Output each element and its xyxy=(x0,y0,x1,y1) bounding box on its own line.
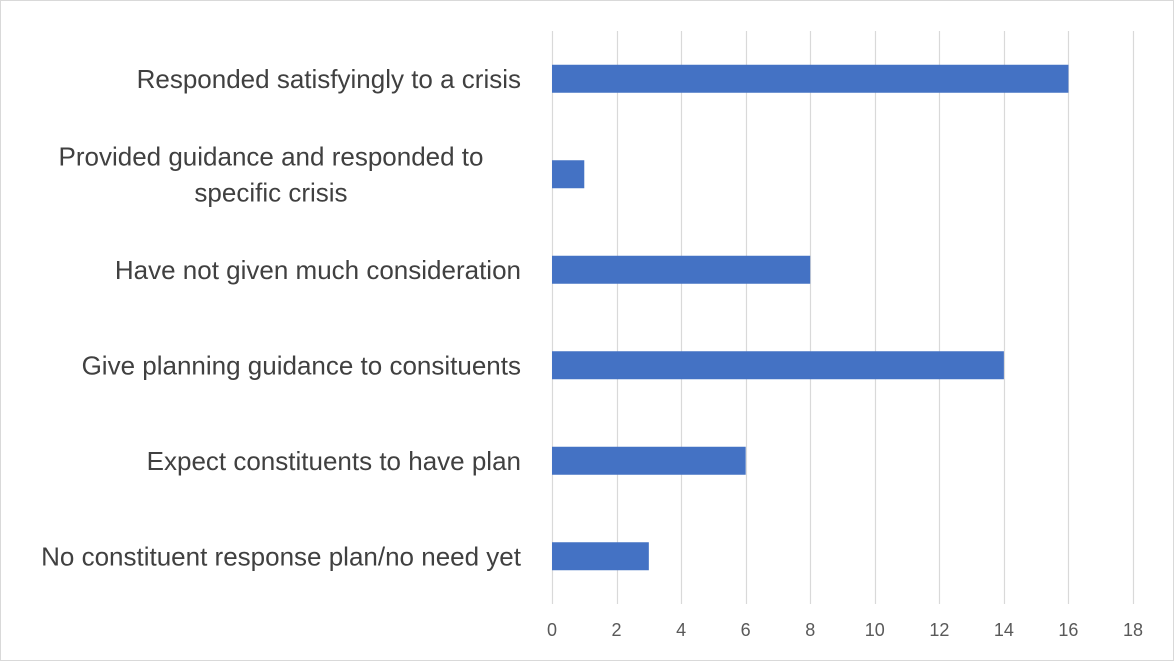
bar xyxy=(552,351,1004,380)
x-tick-label: 18 xyxy=(1123,620,1143,640)
bar xyxy=(552,160,585,189)
bars xyxy=(552,64,1069,571)
x-tick-label: 4 xyxy=(676,620,686,640)
x-tick-label: 8 xyxy=(805,620,815,640)
x-tick-label: 6 xyxy=(741,620,751,640)
category-label: No constituent response plan/no need yet xyxy=(41,541,522,571)
x-tick-label: 10 xyxy=(865,620,885,640)
x-tick-labels: 0 2 4 6 8 10 12 14 16 18 xyxy=(547,620,1143,640)
x-tick-label: 14 xyxy=(994,620,1014,640)
category-labels: Responded satisfyingly to a crisis Provid… xyxy=(41,64,522,572)
bar xyxy=(552,542,649,571)
bar xyxy=(552,446,746,475)
bar xyxy=(552,255,811,284)
x-tick-label: 12 xyxy=(929,620,949,640)
category-label: Expect constituents to have plan xyxy=(147,446,521,476)
x-tick-label: 0 xyxy=(547,620,557,640)
category-label: Provided guidance and responded to specif… xyxy=(59,141,484,207)
category-label: Have not given much consideration xyxy=(115,255,521,285)
bar xyxy=(552,64,1069,93)
x-tick-label: 16 xyxy=(1058,620,1078,640)
x-tick-label: 2 xyxy=(612,620,622,640)
category-label: Responded satisfyingly to a crisis xyxy=(137,64,521,94)
gridlines xyxy=(551,31,1135,604)
category-label: Give planning guidance to consituents xyxy=(82,350,521,380)
